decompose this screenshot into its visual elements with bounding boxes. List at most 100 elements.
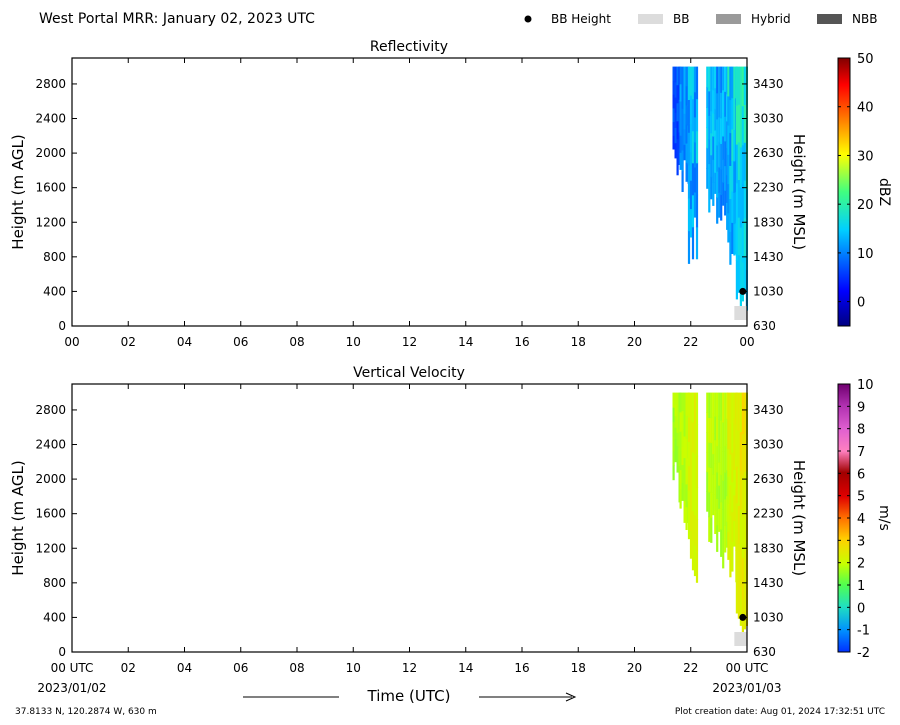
- echo-cell: [683, 144, 686, 161]
- echo-cell: [727, 183, 730, 214]
- echo-cell: [722, 509, 725, 540]
- velocity-title: Vertical Velocity: [353, 365, 465, 381]
- echo-cell: [731, 160, 734, 192]
- y-tick-label-left: 800: [43, 576, 66, 590]
- echo-cell: [739, 106, 742, 148]
- echo-cell: [685, 461, 688, 485]
- echo-cell: [724, 66, 727, 92]
- x-tick-label: 20: [627, 661, 642, 675]
- echo-cell: [726, 521, 729, 548]
- echo-cell: [674, 66, 677, 83]
- echo-cell: [726, 93, 729, 122]
- echo-cell: [687, 417, 691, 442]
- echo-cell: [739, 267, 742, 308]
- echo-cell: [676, 432, 679, 447]
- legend-bb-height-marker: [524, 15, 532, 23]
- echo-cell: [695, 455, 699, 488]
- echo-cell: [737, 66, 740, 105]
- reflectivity-echo-layer: [672, 66, 748, 320]
- echo-cell: [674, 438, 677, 451]
- echo-cell: [672, 450, 675, 466]
- echo-cell: [683, 97, 686, 114]
- velocity-echo-layer: [672, 392, 748, 646]
- echo-cell: [720, 66, 723, 93]
- echo-cell: [691, 162, 695, 196]
- echo-cell: [687, 132, 691, 166]
- echo-cell: [714, 509, 717, 534]
- figure-title: West Portal MRR: January 02, 2023 UTC: [39, 11, 315, 27]
- echo-cell: [714, 108, 717, 131]
- echo-cell: [681, 129, 684, 151]
- echo-cell: [741, 261, 744, 302]
- echo-cell: [737, 141, 740, 180]
- echo-cell: [716, 472, 719, 499]
- echo-cell: [706, 392, 709, 413]
- echo-cell: [710, 517, 713, 543]
- x-tick-label: 16: [514, 335, 529, 349]
- x-tick-label: 08: [289, 335, 304, 349]
- echo-cell: [729, 132, 732, 166]
- echo-cell: [710, 417, 713, 444]
- echo-cell: [710, 442, 713, 468]
- echo-cell: [720, 501, 723, 530]
- x-tick-label: 14: [458, 335, 473, 349]
- echo-cell: [714, 87, 717, 110]
- echo-cell: [743, 550, 746, 591]
- x-tick-label: 04: [177, 661, 192, 675]
- echo-cell: [720, 447, 723, 476]
- echo-cell: [735, 466, 738, 504]
- echo-cell: [691, 422, 695, 453]
- y-tick-label-left: 0: [58, 319, 66, 333]
- echo-cell: [710, 176, 713, 200]
- x-tick-label: 06: [233, 335, 248, 349]
- echo-cell: [689, 392, 693, 421]
- echo-cell: [681, 149, 684, 172]
- echo-cell: [689, 447, 693, 476]
- x-tick-label: 14: [458, 661, 473, 675]
- echo-cell: [714, 463, 717, 488]
- echo-cell: [743, 255, 746, 294]
- echo-cell: [714, 66, 717, 89]
- echo-cell: [676, 392, 679, 407]
- reflectivity-plot-frame: [71, 57, 748, 327]
- echo-cell: [733, 469, 736, 496]
- echo-cell: [695, 487, 699, 520]
- echo-cell: [706, 451, 709, 473]
- y-tick-label-left: 2400: [35, 438, 66, 452]
- echo-cell: [724, 525, 727, 553]
- legend-hybrid-label: Hybrid: [751, 12, 791, 26]
- echo-cell: [712, 112, 715, 137]
- echo-cell: [733, 418, 736, 445]
- colorbar-tick-label: 7: [857, 445, 865, 460]
- colorbar-tick-label: 6: [857, 467, 865, 482]
- echo-cell: [676, 84, 679, 104]
- echo-cell: [729, 231, 732, 265]
- echo-cell: [691, 481, 695, 512]
- echo-cell: [718, 116, 721, 143]
- echo-cell: [712, 474, 715, 495]
- echo-cell: [737, 217, 740, 256]
- echo-cell: [687, 490, 691, 515]
- echo-cell: [676, 102, 679, 122]
- echo-cell: [727, 66, 730, 97]
- reflectivity-colorbar: [837, 57, 851, 327]
- colorbar-tick-label: 8: [857, 423, 865, 438]
- x-tick-label: 00 UTC: [51, 661, 94, 675]
- echo-cell: [729, 165, 732, 199]
- echo-cell: [727, 420, 730, 449]
- echo-cell: [681, 87, 684, 109]
- echo-cell: [731, 66, 734, 99]
- echo-cell: [676, 419, 679, 433]
- echo-cell: [685, 85, 688, 106]
- echo-cell: [737, 104, 740, 143]
- echo-cell: [683, 66, 686, 83]
- echo-cell: [685, 483, 688, 508]
- echo-cell: [706, 86, 709, 108]
- echo-cell: [741, 475, 744, 517]
- echo-cell: [731, 392, 734, 423]
- echo-cell: [724, 445, 727, 473]
- echo-cell: [674, 427, 677, 440]
- x-tick-label: 22: [683, 335, 698, 349]
- echo-cell: [737, 467, 740, 506]
- y-tick-label-left: 1600: [35, 507, 66, 521]
